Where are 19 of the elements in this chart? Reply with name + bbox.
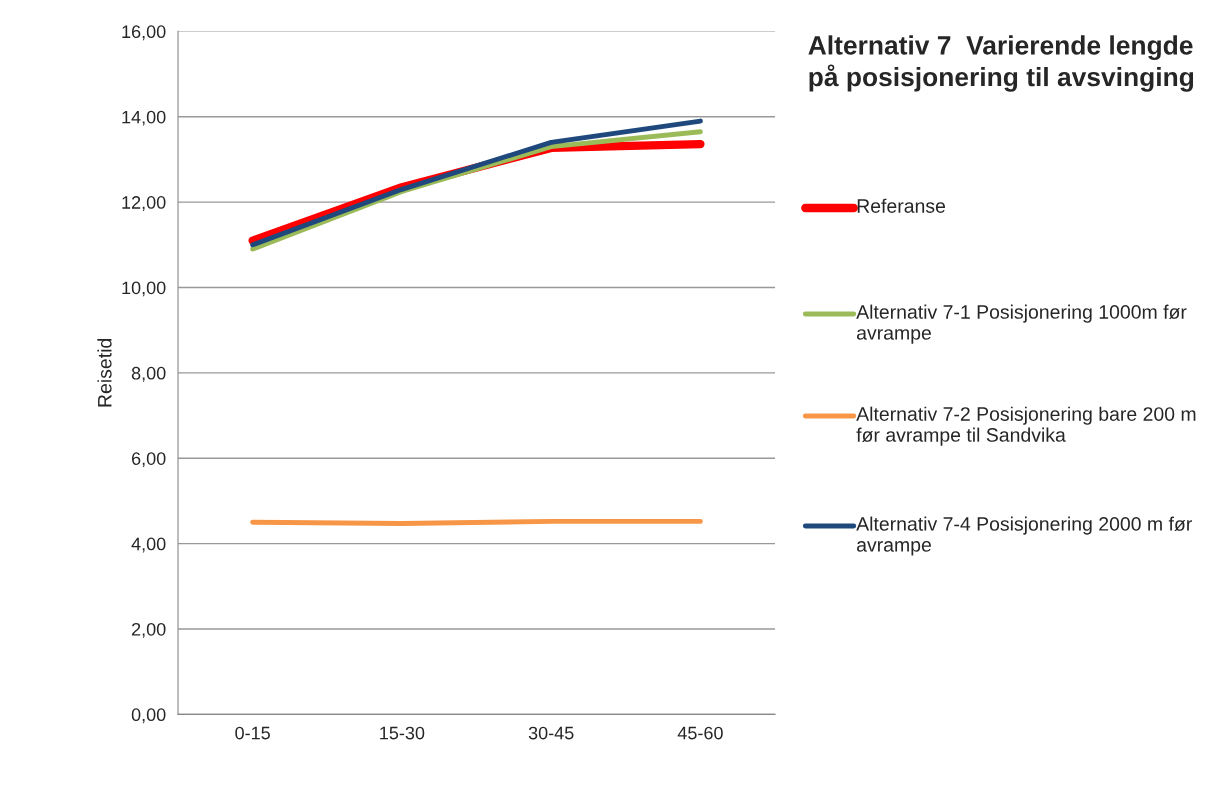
x-tick-label: 45-60 (677, 726, 723, 740)
legend-label: Alternativ 7-4 Posisjonering 2000 m før avrampe (856, 516, 1192, 556)
y-tick-label: 14,00 (122, 110, 166, 126)
legend-label: Referanse (857, 198, 946, 213)
x-tick-label: 0-15 (235, 726, 270, 740)
x-tick-label: 15-30 (380, 726, 425, 740)
y-tick-label: 10,00 (122, 281, 166, 297)
y-tick-label: 4,00 (131, 537, 166, 553)
x-tick-label: 30-45 (528, 726, 574, 740)
y-tick-label: 12,00 (122, 196, 166, 211)
y-tick-label: 6,00 (131, 452, 166, 468)
y-tick-label: 16,00 (122, 25, 166, 41)
y-tick-label: 2,00 (131, 622, 166, 638)
y-tick-label: 8,00 (131, 366, 166, 382)
legend-label: Alternativ 7-2 Posisjonering bare 200 m før avrampe til Sandvika (856, 406, 1196, 446)
y-axis-title: Reisetid (97, 339, 112, 407)
text: Alternativ 7 Varierende lengde på posisjonering til avsvinging (808, 35, 1194, 92)
legend-label: Alternativ 7-1 Posisjonering 1000m før avrampe (856, 304, 1187, 344)
y-tick-label: 0,00 (131, 708, 166, 724)
